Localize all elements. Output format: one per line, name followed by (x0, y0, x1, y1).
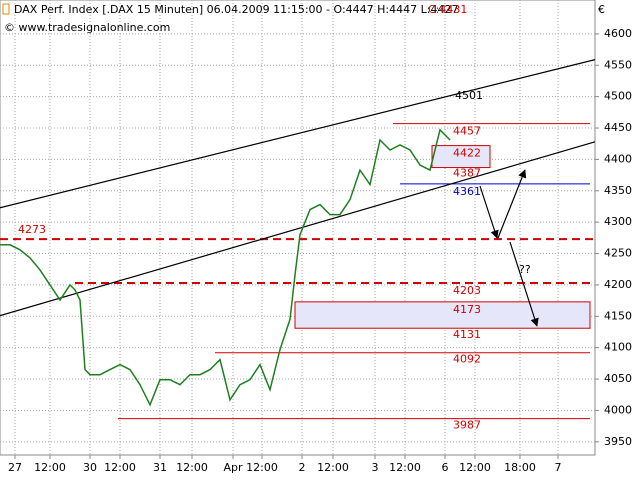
level-label: 4501 (455, 89, 483, 102)
y-tick-label: 4300 (604, 215, 632, 228)
y-tick-label: 4250 (604, 247, 632, 260)
level-label: 4361 (453, 185, 481, 198)
x-tick-label: 2 (299, 461, 306, 474)
arrow (509, 241, 539, 327)
y-tick-label: 4500 (604, 90, 632, 103)
level-label: 4092 (453, 353, 481, 366)
level-label: 4131 (453, 328, 481, 341)
y-tick-label: 4000 (604, 403, 632, 416)
level-label: 4273 (18, 223, 46, 236)
level-label: 3987 (453, 419, 481, 432)
arrows (479, 169, 539, 327)
x-tick-label: 27 (8, 461, 22, 474)
x-tick-label: 7 (555, 461, 562, 474)
x-tick-label: 12:00 (104, 461, 136, 474)
x-tick-label: 12:00 (459, 461, 491, 474)
x-tick-label: 30 (83, 461, 97, 474)
price-line (0, 128, 451, 407)
arrow (497, 169, 527, 239)
copyright: © www.tradesignalonline.com (4, 21, 170, 34)
x-tick-label: Apr (223, 461, 243, 474)
x-tick-label: 3 (372, 461, 379, 474)
y-tick-label: 4550 (604, 58, 632, 71)
level-box (294, 301, 591, 329)
level-label: 4203 (453, 284, 481, 297)
level-label: 4387 (453, 167, 481, 180)
y-tick-label: 3950 (604, 435, 632, 448)
y-tick-label: 4450 (604, 121, 632, 134)
x-tick-label: 12:00 (34, 461, 66, 474)
x-tick-label: 12:00 (317, 461, 349, 474)
y-tick-label: 4050 (604, 372, 632, 385)
header: DAX Perf. Index [.DAX 15 Minuten] 06.04.… (14, 3, 458, 16)
x-tick-label: 18:00 (504, 461, 536, 474)
y-tick-label: 4600 (604, 27, 632, 40)
close-value: C:4431 (428, 3, 467, 16)
y-tick-label: 4100 (604, 341, 632, 354)
x-tick-label: 12:00 (389, 461, 421, 474)
plot-area (0, 0, 596, 456)
y-tick-label: 4200 (604, 278, 632, 291)
level-label: 4457 (453, 125, 481, 138)
y-tick-label: 4150 (604, 309, 632, 322)
annotation: ?? (519, 263, 531, 276)
trend-line (0, 59, 596, 209)
trend-line (0, 141, 596, 317)
x-tick-label: 31 (153, 461, 167, 474)
y-tick-label: 4350 (604, 184, 632, 197)
icon (2, 3, 10, 15)
currency: € (598, 3, 605, 16)
x-tick-label: 6 (442, 461, 449, 474)
level-box (431, 145, 491, 169)
x-tick-label: 12:00 (246, 461, 278, 474)
x-tick-label: 12:00 (176, 461, 208, 474)
level-label: 4422 (453, 147, 481, 160)
y-tick-label: 4400 (604, 152, 632, 165)
level-label: 4173 (453, 303, 481, 316)
arrow (479, 185, 499, 239)
